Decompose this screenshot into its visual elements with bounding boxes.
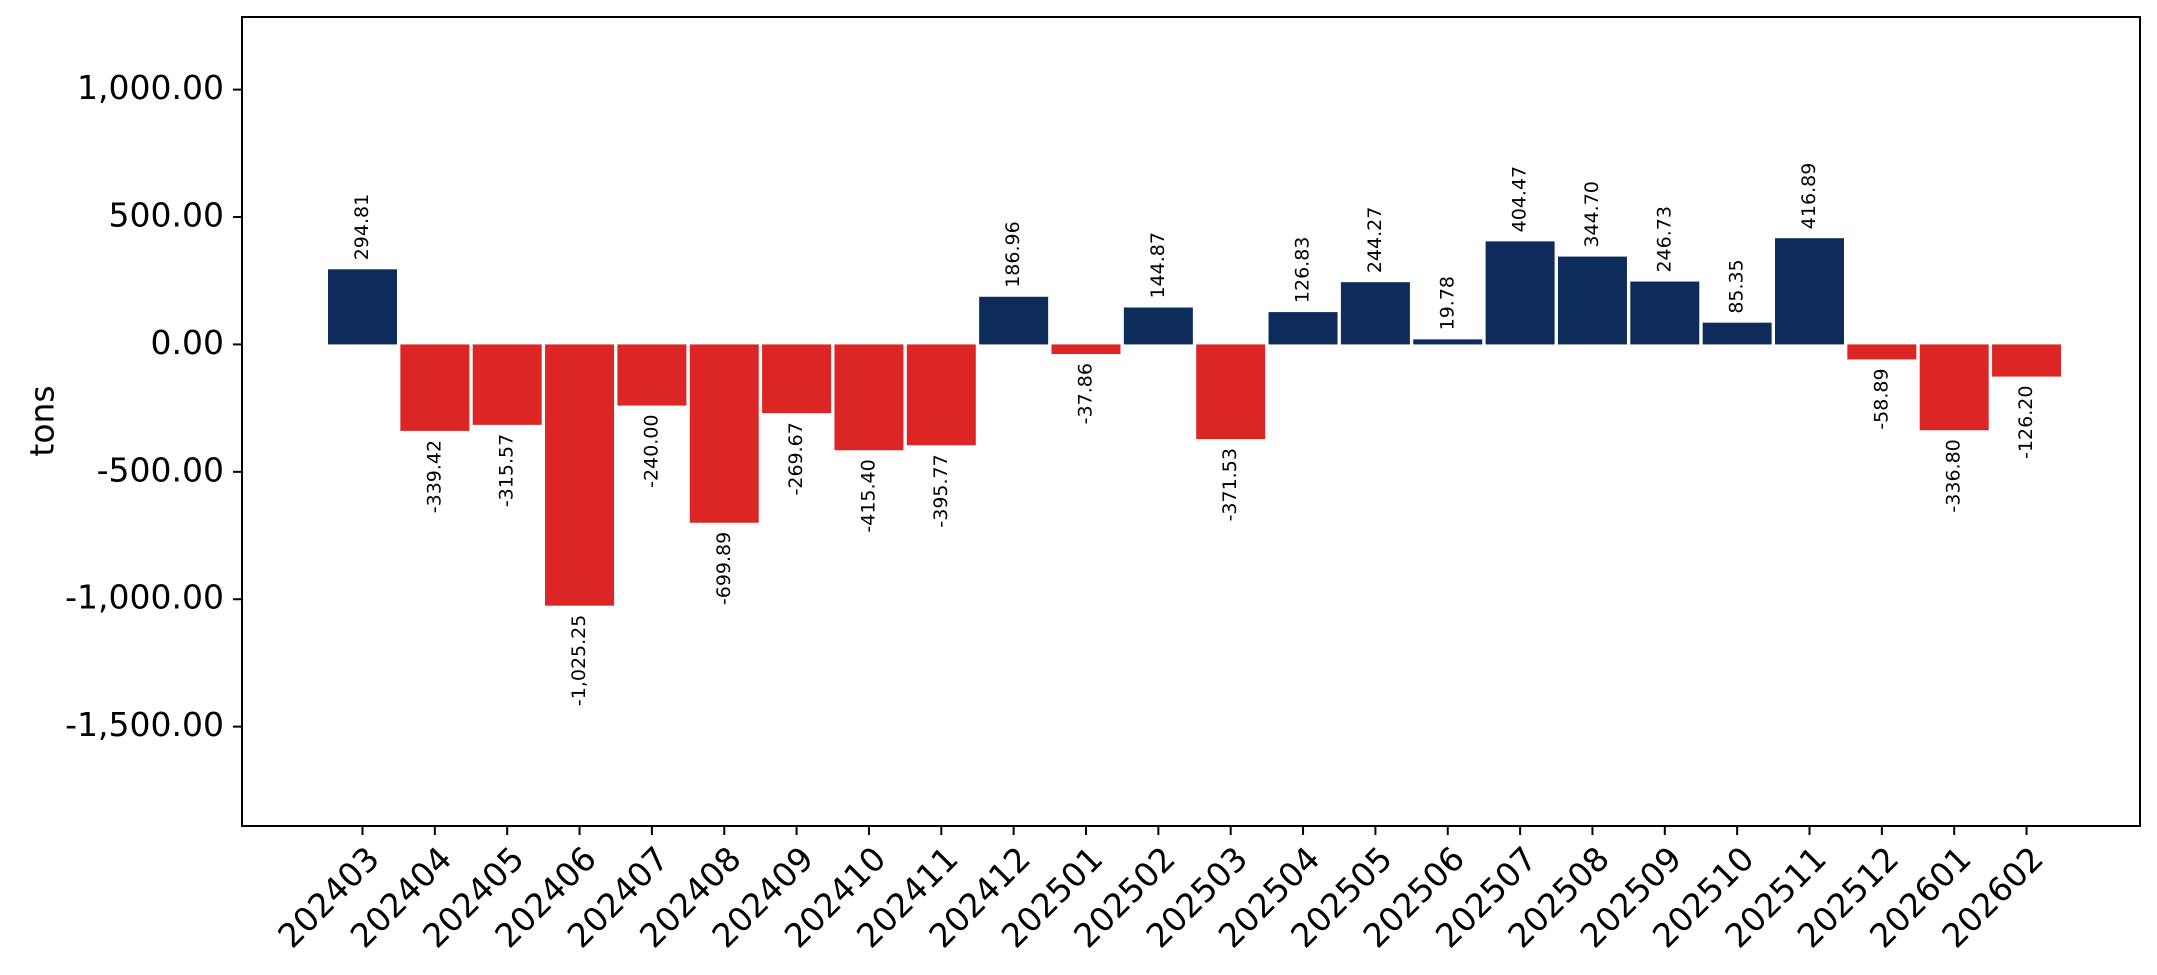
data-label-202411: -395.77 [930, 454, 952, 527]
data-label-202512: -58.89 [1870, 368, 1892, 429]
bar-202512 [1847, 344, 1917, 360]
data-label-202511: 416.89 [1798, 163, 1820, 229]
data-labels-group: 294.81 -339.42 -315.57 -1,025.25 -240.00 -699… [351, 163, 2037, 706]
y-tick-label: 0.00 [151, 323, 224, 362]
y-tick-label: -1,000.00 [65, 578, 224, 617]
bar-202507 [1485, 241, 1555, 345]
data-label-202405: -315.57 [496, 434, 518, 507]
y-tick-label: 1,000.00 [77, 68, 224, 107]
data-label-202407: -240.00 [640, 415, 662, 488]
bar-202510 [1702, 322, 1772, 345]
data-label-202412: 186.96 [1002, 221, 1024, 287]
bar-202406 [545, 344, 615, 606]
bar-202602 [1992, 344, 2062, 377]
data-label-202409: -269.67 [785, 422, 807, 495]
bar-202502 [1123, 307, 1193, 345]
bar-202403 [328, 269, 397, 345]
data-label-202506: 19.78 [1436, 276, 1458, 330]
data-label-202502: 144.87 [1147, 232, 1169, 298]
data-label-202501: -37.86 [1075, 363, 1097, 424]
bar-202601 [1919, 344, 1989, 431]
y-axis: 1,000.00 500.00 0.00 -500.00 -1,000.00 -1,500… [65, 68, 242, 744]
data-label-202504: 126.83 [1292, 237, 1314, 303]
data-label-202410: -415.40 [857, 459, 879, 532]
data-label-202507: 404.47 [1509, 166, 1531, 232]
data-label-202508: 344.70 [1581, 181, 1603, 247]
y-tick-label: 500.00 [109, 196, 224, 235]
bar-202501 [1051, 344, 1121, 355]
bar-202508 [1557, 256, 1627, 345]
bar-202405 [472, 344, 542, 425]
data-label-202505: 244.27 [1364, 207, 1386, 273]
bar-202412 [979, 296, 1049, 345]
x-axis: 2024032024042024052024062024072024082024… [270, 826, 2051, 955]
y-axis-label: tons [23, 385, 62, 456]
data-label-202509: 246.73 [1653, 206, 1675, 272]
data-label-202404: -339.42 [423, 440, 445, 513]
bar-202509 [1630, 281, 1700, 345]
bar-202404 [400, 344, 470, 431]
data-label-202408: -699.89 [713, 532, 735, 605]
data-label-202503: -371.53 [1219, 448, 1241, 521]
bar-202504 [1268, 312, 1338, 345]
bar-202503 [1196, 344, 1266, 440]
bar-202407 [617, 344, 687, 406]
bar-202505 [1340, 282, 1410, 345]
data-label-202403: 294.81 [351, 194, 373, 260]
bars-group [328, 238, 2062, 606]
bar-202409 [762, 344, 832, 414]
data-label-202602: -126.20 [2015, 386, 2037, 459]
bar-202410 [834, 344, 904, 451]
bar-202511 [1775, 238, 1844, 345]
bar-202408 [689, 344, 759, 523]
bar-202506 [1413, 339, 1483, 345]
y-tick-label: -500.00 [97, 450, 224, 489]
data-label-202601: -336.80 [1943, 439, 1965, 512]
data-label-202406: -1,025.25 [568, 615, 590, 706]
data-label-202510: 85.35 [1726, 259, 1748, 313]
y-tick-label: -1,500.00 [65, 705, 224, 744]
bar-202411 [906, 344, 976, 446]
plot-area-frame [241, 16, 2141, 827]
